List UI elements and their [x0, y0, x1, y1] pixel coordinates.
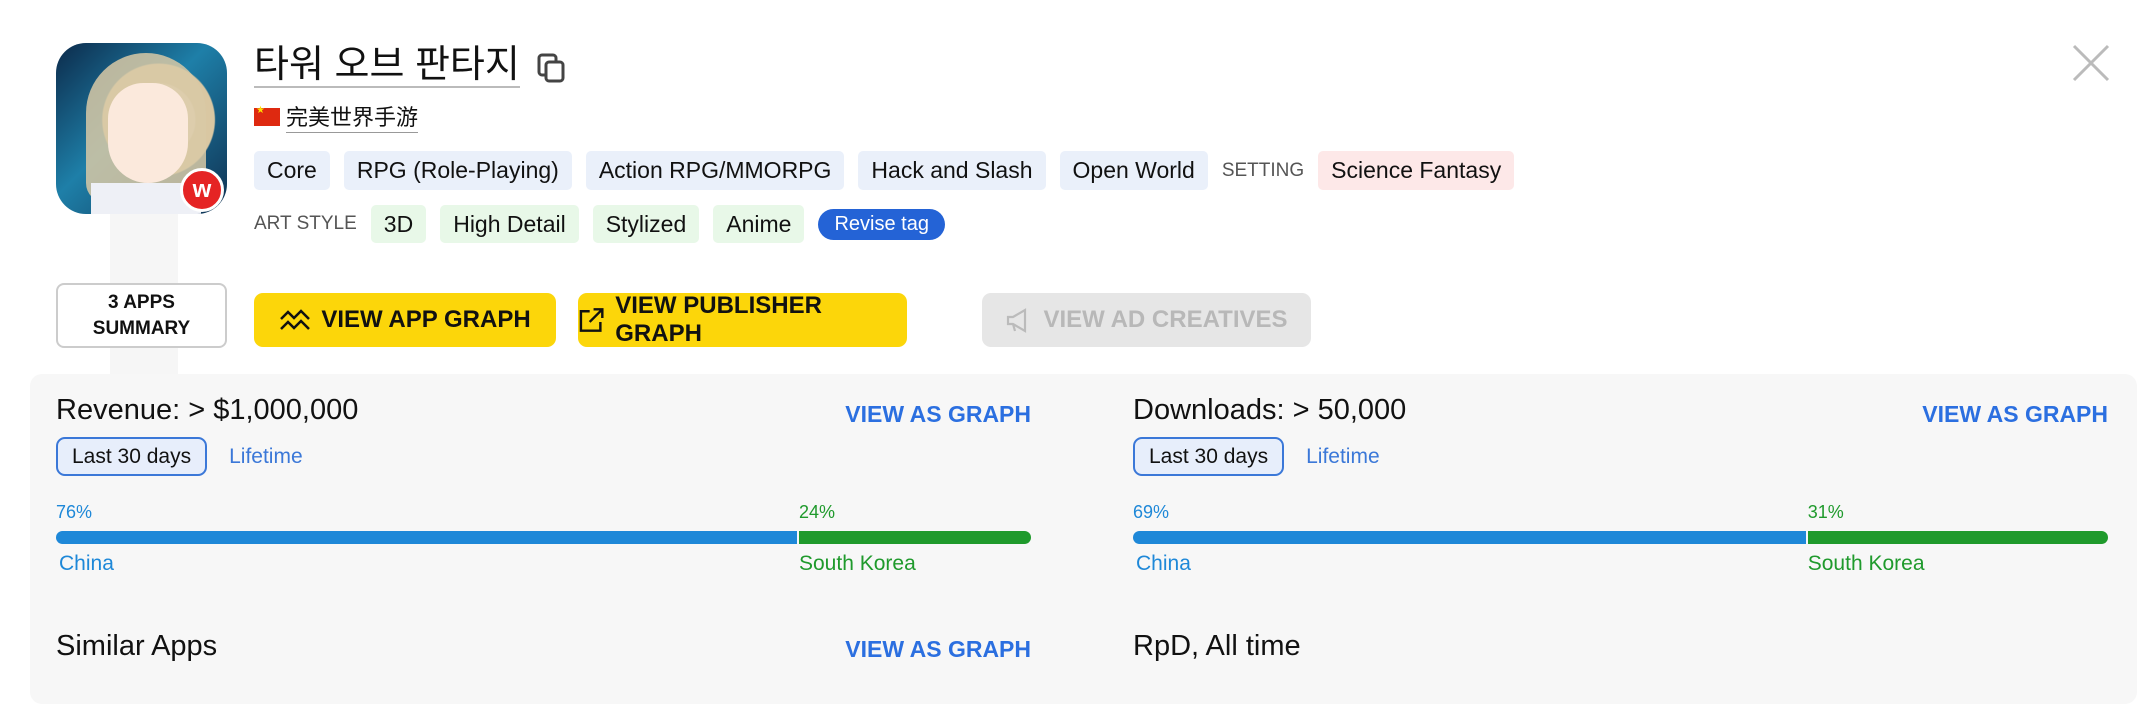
rpd-title: RpD, All time	[1133, 630, 1301, 662]
share-percent: 24%	[799, 502, 836, 522]
art-tag: High Detail	[440, 205, 579, 243]
label: VIEW PUBLISHER GRAPH	[615, 292, 822, 347]
share-bar-china	[56, 531, 797, 544]
country-label[interactable]: China	[59, 552, 114, 575]
tab-lifetime[interactable]: Lifetime	[229, 444, 303, 468]
tag: Action RPG/MMORPG	[585, 151, 845, 190]
tab-last-30-days[interactable]: Last 30 days	[1133, 437, 1285, 476]
downloads-title: Downloads: > 50,000	[1133, 394, 1407, 426]
share-bar-south-korea	[1807, 531, 2108, 544]
publisher[interactable]: 完美世界手游	[254, 100, 419, 133]
close-icon[interactable]	[2070, 42, 2112, 84]
art-tag: Stylized	[592, 205, 700, 243]
summary-line1: 3 APPS	[108, 292, 175, 313]
revenue-view-graph-link[interactable]: VIEW AS GRAPH	[845, 401, 1031, 427]
art-tag: 3D	[370, 205, 427, 243]
country-label[interactable]: South Korea	[1807, 552, 1925, 575]
label: VIEW AD CREATIVES	[1043, 306, 1288, 333]
art-style-label: ART STYLE	[254, 213, 357, 234]
setting-tag: Science Fantasy	[1318, 151, 1515, 190]
share-percent: 69%	[1133, 502, 1170, 522]
graph-icon	[280, 309, 311, 330]
apps-summary-button[interactable]: 3 APPS SUMMARY	[56, 283, 227, 348]
tab-last-30-days[interactable]: Last 30 days	[56, 437, 208, 476]
tab-lifetime[interactable]: Lifetime	[1306, 444, 1380, 468]
summary-line2: SUMMARY	[92, 318, 191, 339]
country-label[interactable]: South Korea	[799, 552, 916, 575]
app-title[interactable]: 타워 오브 판타지	[254, 44, 520, 88]
view-ad-creatives-button[interactable]: VIEW AD CREATIVES	[982, 293, 1311, 347]
art-tag: Anime	[713, 205, 805, 243]
similar-apps-title: Similar Apps	[56, 630, 218, 662]
publisher-name[interactable]: 完美世界手游	[286, 100, 419, 133]
megaphone-icon	[1007, 308, 1027, 333]
genre-tags: Core RPG (Role-Playing) Action RPG/MMORP…	[254, 151, 1515, 190]
share-bar-china	[1133, 531, 1806, 544]
view-publisher-graph-button[interactable]: VIEW PUBLISHER GRAPH	[578, 292, 907, 347]
external-link-icon	[579, 308, 604, 332]
app-icon	[56, 43, 227, 214]
setting-label: SETTING	[1221, 159, 1305, 181]
view-app-graph-button[interactable]: VIEW APP GRAPH	[254, 293, 556, 347]
country-label[interactable]: China	[1136, 552, 1191, 575]
share-percent: 31%	[1807, 502, 1844, 522]
similar-view-graph-link[interactable]: VIEW AS GRAPH	[845, 636, 1031, 662]
label: VIEW APP GRAPH	[321, 306, 531, 333]
tag: Core	[254, 151, 330, 190]
art-style-tags: ART STYLE 3D High Detail Stylized Anime …	[254, 205, 945, 243]
tag: Hack and Slash	[858, 151, 1046, 190]
share-percent: 76%	[56, 502, 93, 522]
share-bar-south-korea	[799, 531, 1031, 544]
downloads-view-graph-link[interactable]: VIEW AS GRAPH	[1922, 401, 2108, 427]
tag: RPG (Role-Playing)	[343, 151, 572, 190]
tag: Open World	[1059, 151, 1208, 190]
revenue-title: Revenue: > $1,000,000	[56, 394, 359, 426]
publisher-logo-icon: w	[180, 168, 224, 212]
copy-icon[interactable]	[536, 52, 566, 84]
china-flag-icon	[254, 105, 280, 126]
revise-tag-button[interactable]: Revise tag	[818, 208, 945, 240]
